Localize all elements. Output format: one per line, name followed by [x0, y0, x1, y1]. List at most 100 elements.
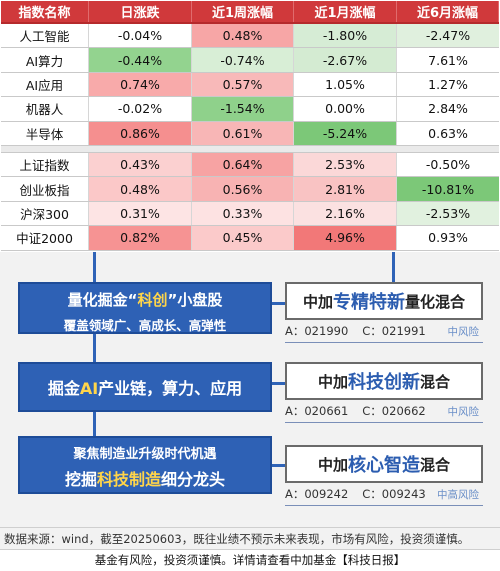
table-row: 半导体 0.86% 0.61% -5.24% 0.63%: [1, 121, 499, 146]
connector-line: [272, 464, 285, 467]
group-divider: [1, 145, 499, 153]
value-cell: 0.45%: [192, 226, 294, 250]
fund-code-c: C：021991: [362, 324, 426, 338]
table-row: 创业板指 0.48% 0.56% 2.81% -10.81%: [1, 177, 499, 202]
fund-codes: A：009242 C：009243 中高风险: [285, 486, 483, 502]
header-1m-change: 近1月涨幅: [294, 1, 397, 22]
value-cell: 0.64%: [192, 152, 294, 177]
value-cell: 2.84%: [397, 97, 499, 121]
value-cell: -0.74%: [192, 48, 294, 72]
index-name-cell: 半导体: [1, 121, 89, 145]
value-cell: 0.86%: [89, 121, 192, 145]
value-cell: 0.93%: [397, 226, 499, 250]
value-cell: -0.02%: [89, 97, 192, 121]
value-cell: 2.16%: [294, 201, 397, 226]
value-cell: 7.61%: [397, 48, 499, 72]
value-cell: 2.81%: [294, 177, 397, 201]
table-row: AI算力 -0.44% -0.74% -2.67% 7.61%: [1, 48, 499, 73]
table-row: 人工智能 -0.04% 0.48% -1.80% -2.47%: [1, 24, 499, 49]
value-cell: -0.50%: [397, 152, 499, 177]
value-cell: 1.05%: [294, 72, 397, 97]
value-cell: 0.57%: [192, 72, 294, 97]
value-cell: -2.47%: [397, 24, 499, 48]
value-cell: 0.33%: [192, 201, 294, 226]
connector-line: [93, 410, 96, 436]
header-daily-change: 日涨跌: [89, 1, 192, 22]
value-cell: 0.00%: [294, 97, 397, 121]
value-cell: -10.81%: [397, 177, 499, 201]
fund-name: 中加 核心智造 混合: [285, 445, 483, 483]
theme-title: 量化掘金“科创”小盘股: [67, 291, 223, 309]
theme-box-ai: 掘金AI产业链，算力、应用: [18, 362, 272, 412]
value-cell: -2.67%: [294, 48, 397, 72]
index-name-cell: AI算力: [1, 48, 89, 72]
value-cell: -0.44%: [89, 48, 192, 72]
connector-line: [392, 252, 395, 282]
connector-line: [272, 302, 285, 305]
fund-code-a: A：020661: [285, 404, 349, 418]
index-name-cell: 创业板指: [1, 177, 89, 201]
index-name-cell: AI应用: [1, 72, 89, 97]
table-row: 沪深300 0.31% 0.33% 2.16% -2.53%: [1, 201, 499, 227]
risk-level: 中风险: [447, 325, 480, 338]
value-cell: 4.96%: [294, 226, 397, 250]
table-row: 中证2000 0.82% 0.45% 4.96% 0.93%: [1, 226, 499, 251]
theme-subtitle: 聚焦制造业升级时代机遇: [73, 447, 217, 462]
value-cell: 2.53%: [294, 152, 397, 177]
value-cell: 1.27%: [397, 72, 499, 97]
fund-name: 中加 科技创新 混合: [285, 362, 483, 400]
index-name-cell: 机器人: [1, 97, 89, 121]
fund-name: 中加 专精特新 量化混合: [285, 282, 483, 320]
risk-disclaimer: 基金有风险，投资须谨慎。详情请查看中加基金【科技日报】: [0, 549, 500, 571]
theme-title: 挖掘科技制造细分龙头: [64, 470, 226, 489]
connector-line: [93, 332, 96, 362]
header-6m-change: 近6月涨幅: [397, 1, 499, 22]
value-cell: -1.80%: [294, 24, 397, 48]
risk-level: 中高风险: [437, 488, 479, 501]
value-cell: 0.63%: [397, 121, 499, 145]
index-performance-table: 指数名称 日涨跌 近1周涨幅 近1月涨幅 近6月涨幅 人工智能 -0.04% 0.4…: [1, 1, 499, 251]
table-row: 上证指数 0.43% 0.64% 2.53% -0.50%: [1, 152, 499, 178]
fund-card-zhuanjingtexin: 中加 专精特新 量化混合 A：021990 C：021991 中风险: [285, 282, 483, 343]
connector-line: [93, 252, 96, 282]
value-cell: 0.56%: [192, 177, 294, 201]
theme-subtitle: 覆盖领域广、高成长、高弹性: [63, 318, 227, 333]
fund-section: 量化掘金“科创”小盘股 覆盖领域广、高成长、高弹性 掘金AI产业链，算力、应用 …: [0, 252, 500, 527]
fund-code-a: A：009242: [285, 487, 349, 501]
fund-card-hexinzhizao: 中加 核心智造 混合 A：009242 C：009243 中高风险: [285, 445, 483, 506]
value-cell: -1.54%: [192, 97, 294, 121]
value-cell: 0.74%: [89, 72, 192, 97]
data-source-note: 数据来源：wind，截至20250603，既往业绩不预示未来表现，市场有风险，投…: [0, 527, 500, 549]
value-cell: 0.48%: [89, 177, 192, 201]
connector-line: [272, 382, 285, 385]
value-cell: 0.43%: [89, 152, 192, 177]
value-cell: -2.53%: [397, 201, 499, 226]
table-row: 机器人 -0.02% -1.54% 0.00% 2.84%: [1, 97, 499, 122]
value-cell: -0.04%: [89, 24, 192, 48]
table-row: AI应用 0.74% 0.57% 1.05% 1.27%: [1, 72, 499, 98]
value-cell: 0.31%: [89, 201, 192, 226]
fund-codes: A：021990 C：021991 中风险: [285, 323, 483, 339]
divider: [285, 505, 483, 506]
fund-codes: A：020661 C：020662 中风险: [285, 403, 483, 419]
value-cell: -5.24%: [294, 121, 397, 145]
index-name-cell: 上证指数: [1, 152, 89, 177]
theme-box-manufacturing: 聚焦制造业升级时代机遇 挖掘科技制造细分龙头: [18, 436, 272, 494]
table-header: 指数名称 日涨跌 近1周涨幅 近1月涨幅 近6月涨幅: [1, 1, 499, 24]
theme-box-quant: 量化掘金“科创”小盘股 覆盖领域广、高成长、高弹性: [18, 282, 272, 334]
index-name-cell: 沪深300: [1, 201, 89, 226]
header-1w-change: 近1周涨幅: [192, 1, 294, 22]
fund-code-c: C：009243: [362, 487, 426, 501]
fund-code-c: C：020662: [362, 404, 426, 418]
divider: [285, 342, 483, 343]
value-cell: 0.82%: [89, 226, 192, 250]
theme-title: 掘金AI产业链，算力、应用: [47, 379, 243, 398]
risk-level: 中风险: [447, 405, 480, 418]
index-name-cell: 人工智能: [1, 24, 89, 48]
value-cell: 0.61%: [192, 121, 294, 145]
value-cell: 0.48%: [192, 24, 294, 48]
fund-code-a: A：021990: [285, 324, 349, 338]
index-name-cell: 中证2000: [1, 226, 89, 250]
divider: [285, 422, 483, 423]
fund-card-kejichuangxin: 中加 科技创新 混合 A：020661 C：020662 中风险: [285, 362, 483, 423]
